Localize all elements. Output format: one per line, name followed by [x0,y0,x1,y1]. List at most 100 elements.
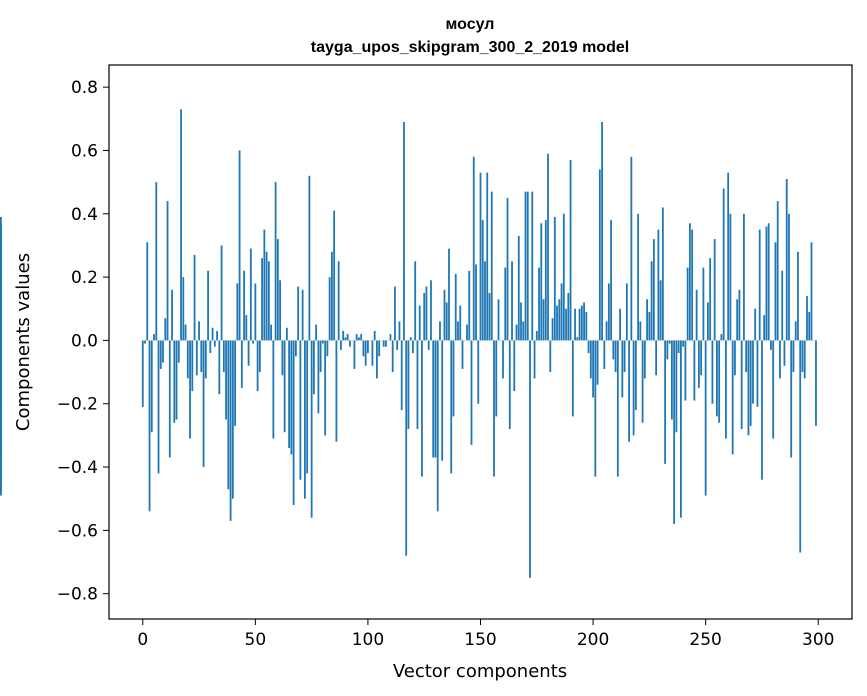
bar-270 [749,340,752,426]
bar-249 [702,267,705,341]
bar-246 [695,289,698,341]
bar-227 [652,239,655,341]
bar-168 [520,302,522,341]
bar-7 [157,340,160,474]
bar-135 [445,302,448,341]
bar-57 [270,324,273,341]
bar-189 [567,292,570,341]
bar-297 [810,242,813,341]
x-axis-label: Vector components [393,661,567,682]
chart-subtitle: tayga_upos_skipgram_300_2_2019 model [311,39,629,56]
bar-50 [254,283,257,341]
bar-233 [666,340,669,360]
bar-39 [229,340,232,521]
bar-2 [146,242,149,341]
bar-165 [513,340,516,392]
bar-184 [556,305,558,341]
bar-40 [231,340,234,499]
bar-267 [743,213,745,341]
bar-12 [168,340,171,458]
bar-129 [432,340,435,458]
bar-132 [439,321,441,341]
bar-17 [180,109,182,341]
bar-5 [153,334,155,341]
bar-38 [227,340,230,490]
bar-183 [553,216,556,341]
bar-15 [175,340,178,420]
bar-74 [308,175,311,341]
bar-284 [781,270,784,341]
bar-114 [398,321,401,341]
bar-95 [355,334,358,341]
bar-41 [234,340,236,426]
bar-243 [688,223,691,341]
bar-285 [783,340,786,366]
bar-72 [303,340,306,499]
bar-177 [540,223,543,341]
x-tick-label: 300 [802,630,834,650]
bar-133 [441,340,444,461]
bar-13 [171,289,173,341]
bar-112 [394,286,396,341]
bar-123 [418,305,421,341]
bar-185 [558,299,561,341]
bar-75 [310,340,313,518]
bar-96 [358,337,360,341]
bar-130 [434,340,437,458]
y-tick-label: −0.4 [57,458,98,478]
bar-146 [470,340,473,445]
bar-271 [752,340,754,404]
bar-178 [542,299,545,341]
bar-252 [709,258,712,341]
bar-60 [276,239,279,341]
bar-204 [601,121,603,341]
bar-278 [767,223,770,341]
bar-46 [245,315,248,341]
bar-65 [288,340,291,449]
bar-undefined [0,340,2,382]
bar-158 [497,299,500,341]
bar-262 [731,340,734,455]
bar-280 [772,340,775,439]
bar-32 [213,340,216,347]
bar-107 [382,340,385,347]
bar-245 [693,340,696,401]
bar-71 [301,289,304,341]
bar-43 [238,150,241,341]
bar-175 [535,330,538,341]
x-tick-label: 150 [464,630,496,650]
bar-8 [159,340,162,369]
bar-62 [281,340,284,376]
bar-26 [200,340,203,373]
bar-221 [639,321,642,341]
bar-174 [533,340,536,379]
bar-171 [526,191,529,341]
bar-295 [806,296,808,341]
bar-214 [623,340,626,373]
y-tick-label: −0.2 [57,395,98,415]
bar-69 [297,286,300,341]
bar-269 [747,340,750,436]
bar-98 [362,340,365,357]
chart-title: мосул [446,16,495,33]
bar-230 [659,280,662,341]
bar-208 [610,220,612,341]
y-tick-label: −0.8 [57,585,98,605]
bar-94 [353,340,356,369]
bar-121 [414,261,417,341]
bar-253 [711,340,714,404]
bar-170 [524,191,527,341]
bar-289 [792,340,795,373]
bar-155 [490,191,493,341]
bar-181 [549,340,552,373]
bar-196 [583,302,585,341]
bar-144 [466,324,468,341]
bar-223 [643,340,646,379]
bar-52 [258,340,261,373]
bar-248 [700,340,703,376]
bar-104 [376,340,378,379]
bar-89 [342,330,345,341]
bar-70 [299,340,302,480]
bar-290 [794,321,797,341]
bar-254 [713,239,716,341]
